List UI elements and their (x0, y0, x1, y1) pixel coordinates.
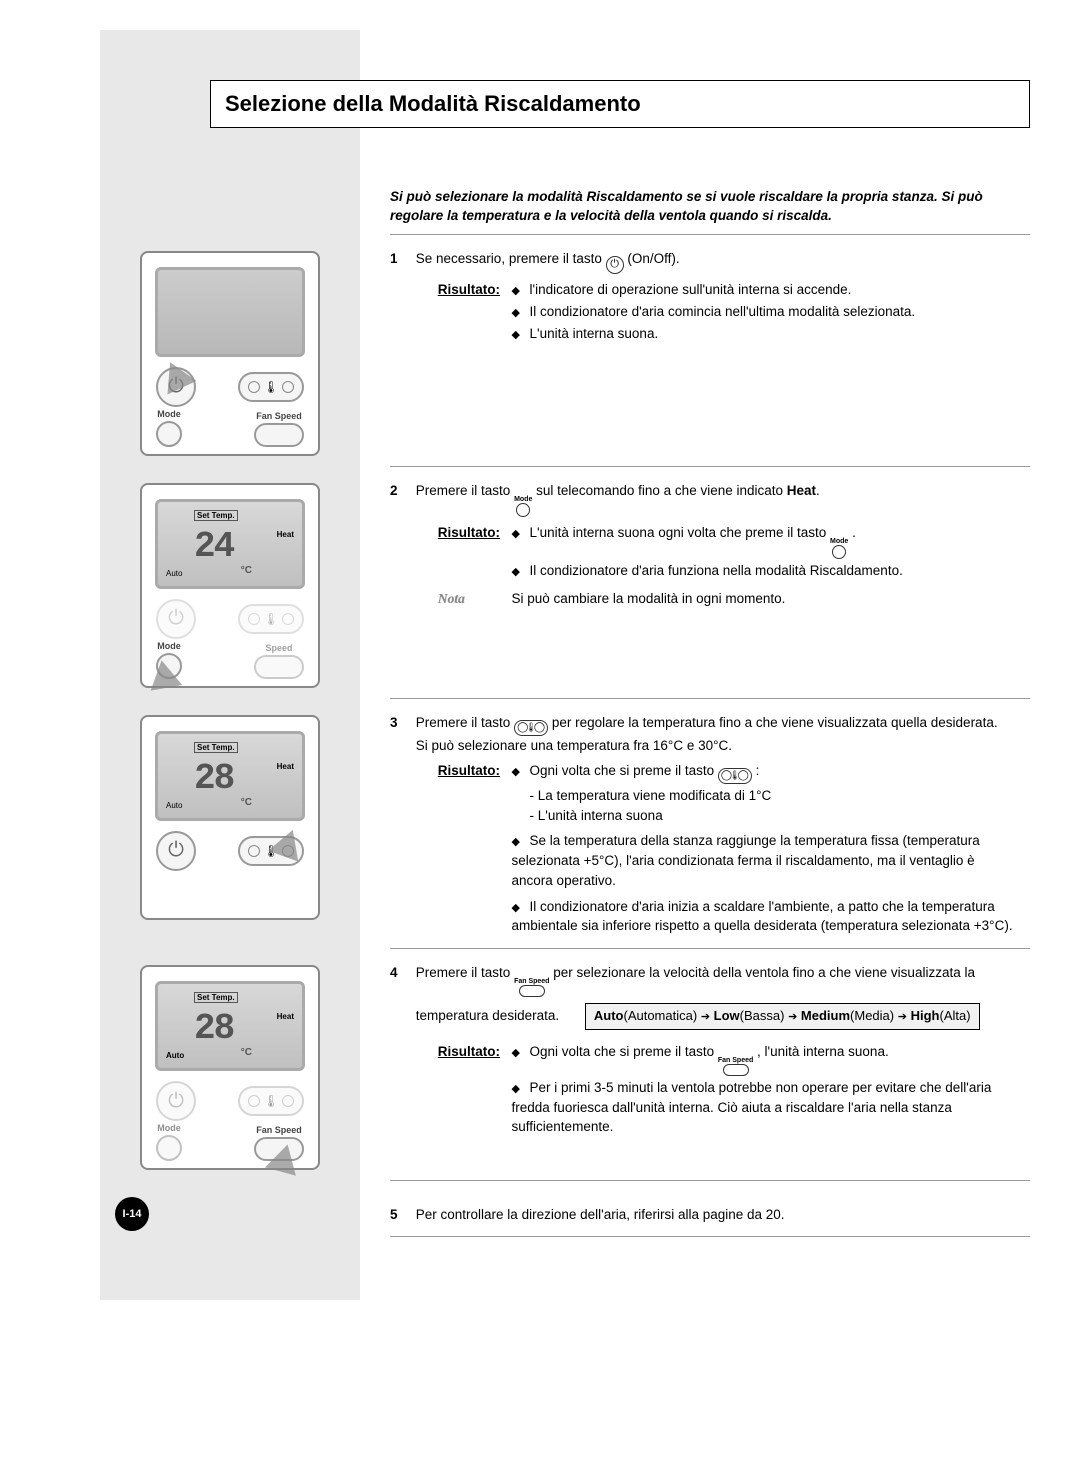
fan-button-icon (254, 423, 304, 447)
mode-button-icon (156, 421, 182, 447)
step-5: 5 Per controllare la direzione dell'aria… (390, 1195, 1030, 1230)
step-number: 3 (390, 713, 412, 733)
intro-text: Si può selezionare la modalità Riscaldam… (390, 188, 1030, 226)
result-body: Ogni volta che si preme il tasto 🌡 : - L… (512, 761, 1020, 938)
mode-icon: Mode (514, 496, 532, 517)
step-number: 1 (390, 249, 412, 269)
result-body: l'indicatore di operazione sull'unità in… (512, 280, 1020, 346)
pointer-arrow-icon (146, 657, 182, 690)
mode-label: Mode (157, 1123, 181, 1133)
step-text: Premere il tasto 🌡 per regolare la tempe… (416, 713, 1020, 938)
remote-screen-blank (155, 267, 305, 357)
page-number-badge: I-14 (115, 1197, 149, 1231)
page-title-box: Selezione della Modalità Riscaldamento (210, 80, 1030, 128)
step-number: 2 (390, 481, 412, 501)
power-button-icon: ⏻ (156, 599, 196, 639)
remote-screen: Set Temp. Heat Auto 28 °C (155, 731, 305, 821)
mode-label: Mode (157, 641, 181, 651)
result-label: Risultato: (438, 280, 508, 300)
fanspeed-label: Fan Speed (256, 1125, 302, 1135)
step-4: Set Temp. Heat Auto 28 °C ⏻ 🌡 Mode Fan S… (100, 963, 1030, 1170)
temp-icon: 🌡 (514, 720, 548, 736)
power-icon: ⏻ (606, 256, 624, 274)
mode-icon: Mode (830, 538, 848, 559)
fanspeed-icon: Fan Speed (718, 1057, 753, 1076)
remote-illustration-2: Set Temp. Heat Auto 24 °C ⏻ 🌡 Mode Speed (140, 483, 320, 688)
page-title: Selezione della Modalità Riscaldamento (225, 91, 1015, 117)
remote-illustration-4: Set Temp. Heat Auto 28 °C ⏻ 🌡 Mode Fan S… (140, 965, 320, 1170)
fanspeed-label: Fan Speed (256, 411, 302, 421)
step-1: ⏻ 🌡 Mode Fan Speed 1 Se necessario, prem… (100, 249, 1030, 456)
remote-screen: Set Temp. Heat Auto 24 °C (155, 499, 305, 589)
separator (390, 1236, 1030, 1237)
step-text: Per controllare la direzione dell'aria, … (416, 1207, 785, 1222)
nota-label: Nota (438, 589, 508, 609)
fan-speed-sequence: Auto(Automatica) ➔ Low(Bassa) ➔ Medium(M… (585, 1003, 980, 1030)
step-number: 5 (390, 1207, 412, 1222)
separator (390, 948, 1030, 949)
remote-illustration-1: ⏻ 🌡 Mode Fan Speed (140, 251, 320, 456)
temp-button-icon: 🌡 (238, 604, 304, 634)
separator (390, 234, 1030, 235)
fan-button-icon (254, 655, 304, 679)
step-number: 4 (390, 963, 412, 983)
step-text: Se necessario, premere il tasto ⏻ (On/Of… (416, 249, 1020, 346)
power-button-icon: ⏻ (156, 831, 196, 871)
manual-page: Selezione della Modalità Riscaldamento S… (0, 0, 1080, 1281)
remote-screen: Set Temp. Heat Auto 28 °C (155, 981, 305, 1071)
result-label: Risultato: (438, 761, 508, 781)
mode-label: Mode (157, 409, 181, 419)
step-text: Premere il tasto Fan Speed per seleziona… (416, 963, 1020, 1139)
separator (390, 466, 1030, 467)
temp-button-icon: 🌡 (238, 1086, 304, 1116)
remote-illustration-3: Set Temp. Heat Auto 28 °C ⏻ 🌡 (140, 715, 320, 920)
fanspeed-icon: Fan Speed (514, 978, 549, 997)
power-button-icon: ⏻ (156, 1081, 196, 1121)
result-label: Risultato: (438, 523, 508, 543)
separator (390, 698, 1030, 699)
nota-text: Si può cambiare la modalità in ogni mome… (512, 589, 1020, 609)
temp-button-icon: 🌡 (238, 372, 304, 402)
temp-icon: 🌡 (718, 768, 752, 784)
result-label: Risultato: (438, 1042, 508, 1062)
separator (390, 1180, 1030, 1181)
result-body: Ogni volta che si preme il tasto Fan Spe… (512, 1042, 1020, 1139)
mode-button-icon (156, 1135, 182, 1161)
result-body: L'unità interna suona ogni volta che pre… (512, 523, 1020, 583)
step-3: Set Temp. Heat Auto 28 °C ⏻ 🌡 3 P (100, 713, 1030, 938)
step-2: Set Temp. Heat Auto 24 °C ⏻ 🌡 Mode Speed (100, 481, 1030, 688)
step-text: Premere il tasto Mode sul telecomando fi… (416, 481, 1020, 609)
